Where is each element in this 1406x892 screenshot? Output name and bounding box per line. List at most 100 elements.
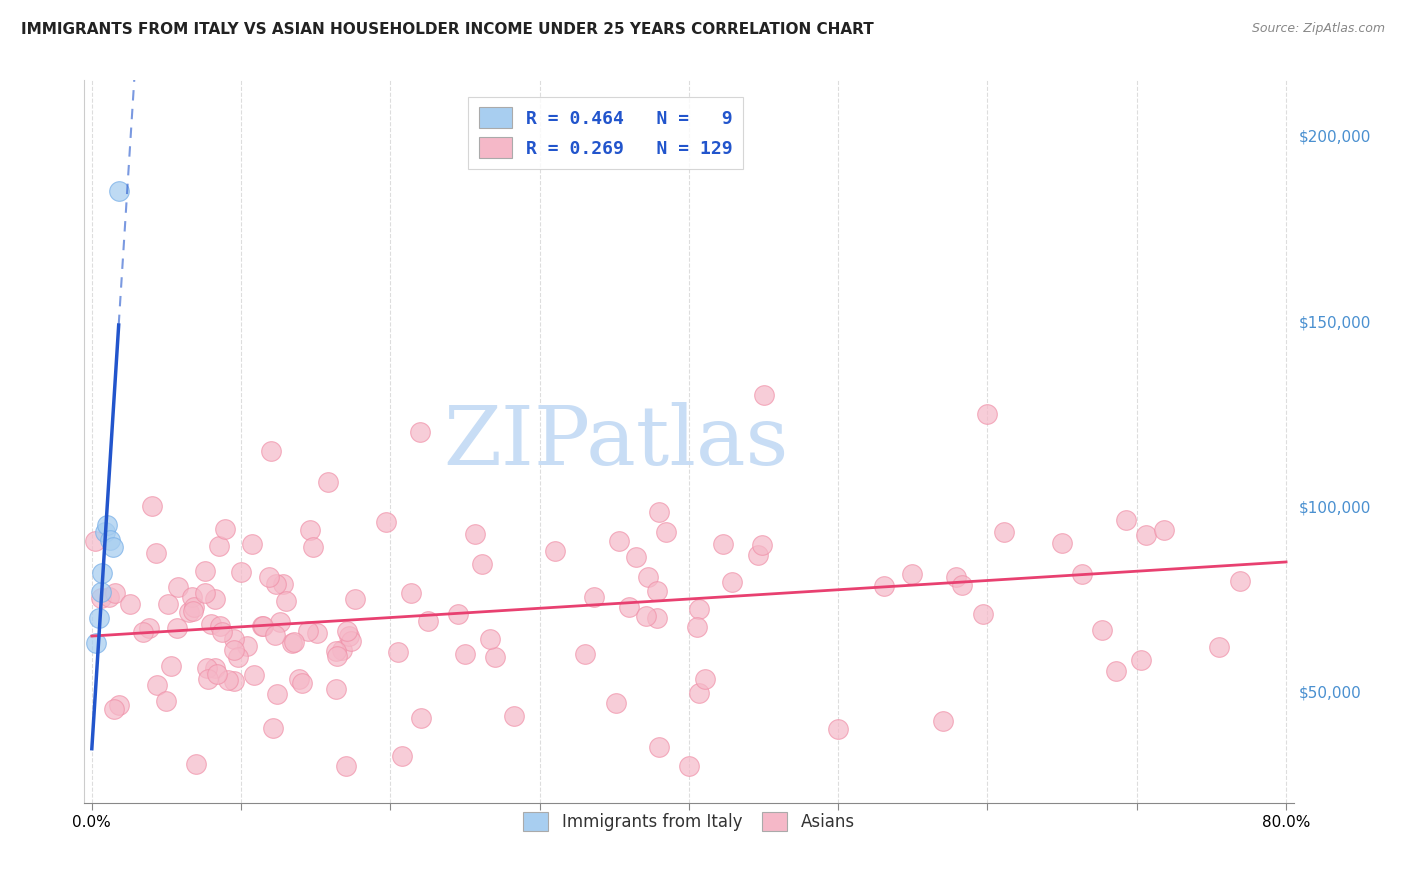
Point xyxy=(1070,566,1092,581)
Point xyxy=(453,647,475,661)
Point xyxy=(1130,652,1153,666)
Point xyxy=(84,636,107,650)
Point xyxy=(752,388,775,402)
Point xyxy=(637,570,659,584)
Point xyxy=(184,757,207,772)
Point xyxy=(471,558,494,572)
Point xyxy=(297,624,319,638)
Point xyxy=(157,597,180,611)
Point xyxy=(252,619,274,633)
Point xyxy=(574,647,596,661)
Point xyxy=(464,527,486,541)
Point xyxy=(103,701,125,715)
Point xyxy=(1091,623,1114,637)
Point xyxy=(84,533,107,548)
Point xyxy=(685,620,707,634)
Point xyxy=(240,537,263,551)
Point xyxy=(416,614,439,628)
Point xyxy=(298,523,321,537)
Point xyxy=(167,580,190,594)
Point xyxy=(252,619,274,633)
Point xyxy=(104,586,127,600)
Point xyxy=(209,619,232,633)
Point xyxy=(1229,574,1251,589)
Point xyxy=(243,668,266,682)
Point xyxy=(827,722,849,736)
Point xyxy=(1153,523,1175,537)
Point xyxy=(108,698,131,713)
Point xyxy=(1135,528,1157,542)
Text: Source: ZipAtlas.com: Source: ZipAtlas.com xyxy=(1251,22,1385,36)
Point xyxy=(194,585,217,599)
Point xyxy=(931,714,953,729)
Point xyxy=(264,627,287,641)
Point xyxy=(181,590,204,604)
Point xyxy=(976,407,998,421)
Point xyxy=(1115,513,1137,527)
Point xyxy=(688,602,710,616)
Point xyxy=(543,544,565,558)
Point xyxy=(183,599,205,614)
Point xyxy=(269,615,291,630)
Point xyxy=(399,586,422,600)
Point xyxy=(274,594,297,608)
Point xyxy=(1208,640,1230,654)
Point xyxy=(1105,665,1128,679)
Point xyxy=(503,709,526,723)
Point xyxy=(271,577,294,591)
Point xyxy=(950,578,973,592)
Point xyxy=(325,649,347,664)
Point xyxy=(211,624,233,639)
Point xyxy=(391,748,413,763)
Point xyxy=(208,539,231,553)
Point xyxy=(678,758,700,772)
Point xyxy=(204,592,226,607)
Point xyxy=(972,607,994,622)
Point xyxy=(229,565,252,579)
Point xyxy=(711,537,734,551)
Point xyxy=(343,591,366,606)
Point xyxy=(751,538,773,552)
Point xyxy=(648,740,671,755)
Point xyxy=(340,634,363,648)
Point xyxy=(647,584,669,599)
Point xyxy=(224,643,246,657)
Point xyxy=(409,711,432,725)
Point xyxy=(197,672,219,686)
Point xyxy=(301,541,323,555)
Point xyxy=(288,672,311,686)
Point xyxy=(200,616,222,631)
Point xyxy=(155,694,177,708)
Point xyxy=(582,591,605,605)
Point xyxy=(204,661,226,675)
Point xyxy=(993,525,1015,540)
Point xyxy=(447,607,470,621)
Point xyxy=(336,624,359,639)
Point xyxy=(195,661,218,675)
Point xyxy=(316,475,339,490)
Point xyxy=(624,550,647,565)
Point xyxy=(166,621,188,635)
Point xyxy=(648,505,671,519)
Text: ZIPatlas: ZIPatlas xyxy=(444,401,789,482)
Point xyxy=(177,605,200,619)
Point xyxy=(283,634,305,648)
Point xyxy=(259,570,281,584)
Point xyxy=(478,632,501,646)
Point xyxy=(89,610,111,624)
Point xyxy=(484,649,506,664)
Point xyxy=(291,675,314,690)
Point xyxy=(214,522,236,536)
Point xyxy=(720,575,742,590)
Point xyxy=(107,185,129,199)
Point xyxy=(747,548,769,562)
Point xyxy=(146,678,169,692)
Point xyxy=(160,659,183,673)
Point xyxy=(236,639,259,653)
Point xyxy=(145,546,167,560)
Point xyxy=(335,758,357,772)
Point xyxy=(226,649,249,664)
Point xyxy=(607,534,630,549)
Point xyxy=(307,625,329,640)
Point xyxy=(266,686,288,700)
